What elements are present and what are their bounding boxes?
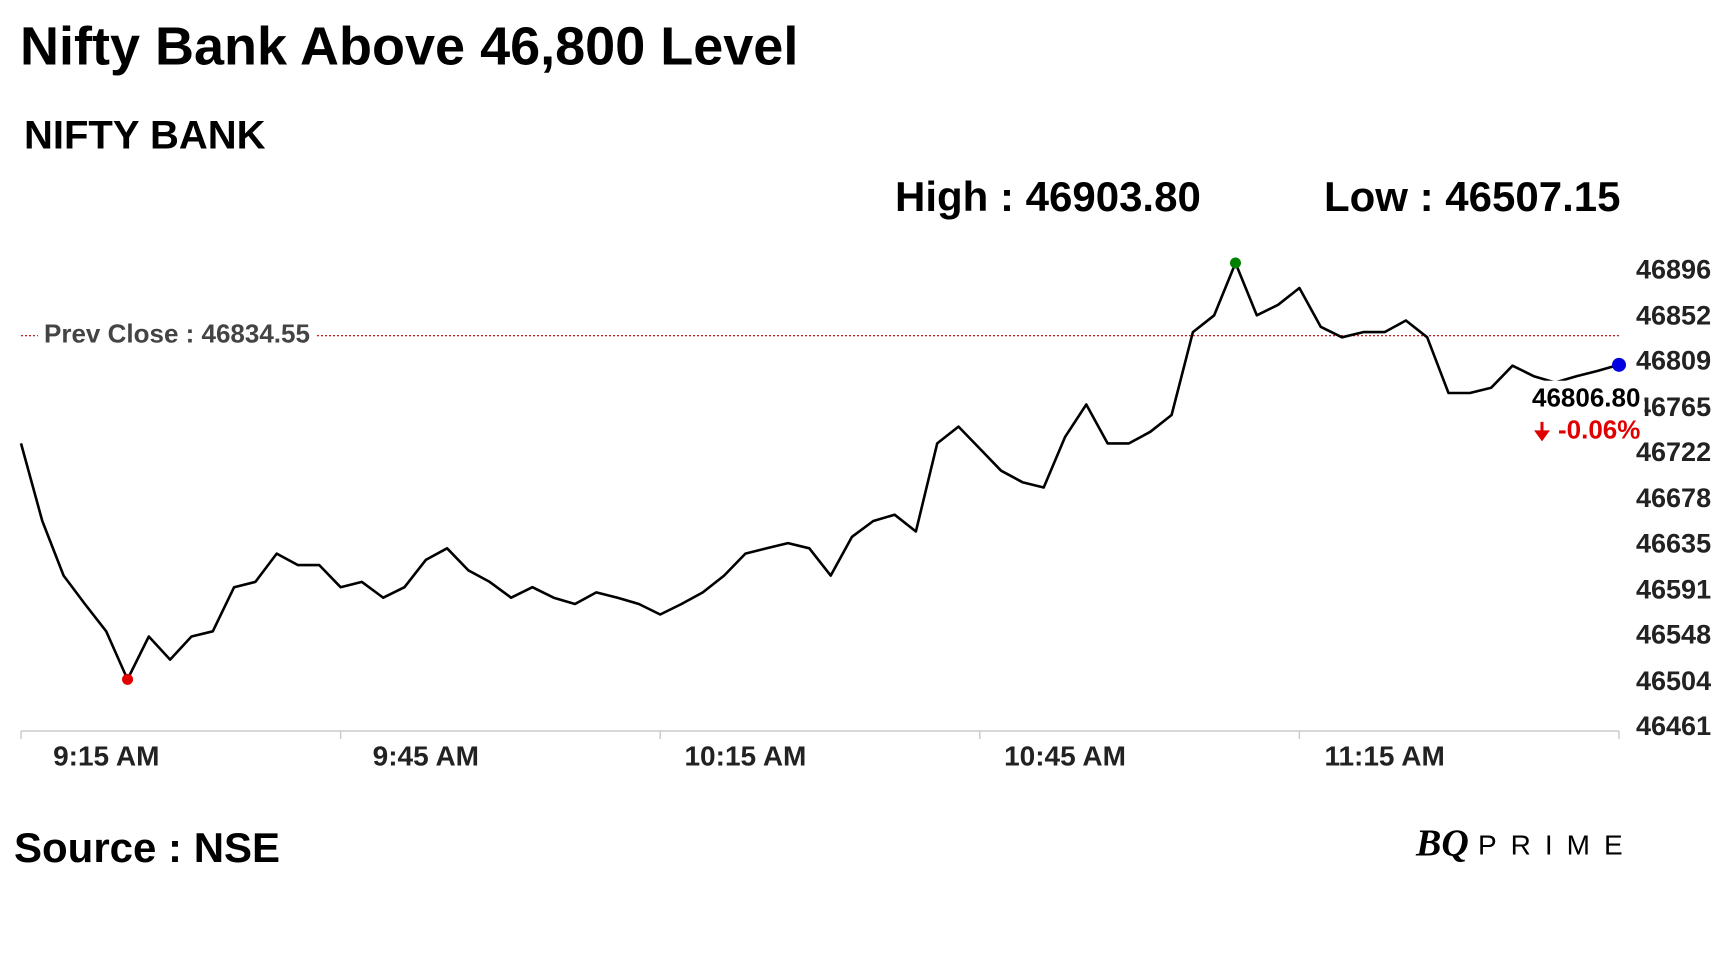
last-value-bg [1528, 380, 1645, 415]
chart-title: Nifty Bank Above 46,800 Level [20, 16, 798, 76]
high-text: High : 46903.80 [895, 173, 1201, 220]
x-tick-label: 9:15 AM [53, 740, 159, 771]
last-marker [1612, 357, 1626, 372]
y-tick-label: 46722 [1636, 437, 1711, 467]
y-tick-label: 46678 [1636, 483, 1711, 513]
prev-close-label-bg [38, 318, 316, 349]
low-marker [122, 673, 134, 685]
y-tick-label: 46765 [1636, 392, 1711, 422]
brand-logo: BQ [1415, 823, 1469, 865]
y-tick-label: 46504 [1636, 666, 1711, 696]
source: Source : NSE [14, 824, 280, 871]
y-tick-label: 46809 [1636, 346, 1711, 376]
y-tick-label: 46548 [1636, 620, 1711, 650]
chart-subtitle: NIFTY BANK [24, 114, 266, 158]
price-line [19, 261, 1620, 681]
low-text: Low : 46507.15 [1324, 173, 1620, 220]
prev-close-label: Prev Close : 46834.55 [44, 319, 310, 349]
y-tick-label: 46896 [1636, 254, 1711, 284]
x-tick-label: 10:15 AM [684, 740, 806, 771]
x-tick-label: 10:45 AM [1004, 740, 1126, 771]
high-marker [1229, 257, 1241, 269]
last-value-label: 46806.80 [1532, 383, 1640, 413]
x-tick-label: 9:45 AM [373, 740, 479, 771]
x-tick-label: 11:15 AM [1324, 740, 1444, 771]
brand-suffix: PRIME [1478, 829, 1637, 860]
y-tick-label: 46852 [1636, 301, 1711, 331]
change-group: -0.06% [1534, 415, 1640, 445]
y-tick-label: 46635 [1636, 528, 1711, 558]
y-tick-label: 46461 [1636, 711, 1711, 741]
down-arrow [1534, 421, 1550, 442]
change-label: -0.06% [1558, 415, 1640, 445]
y-tick-label: 46591 [1636, 575, 1711, 605]
